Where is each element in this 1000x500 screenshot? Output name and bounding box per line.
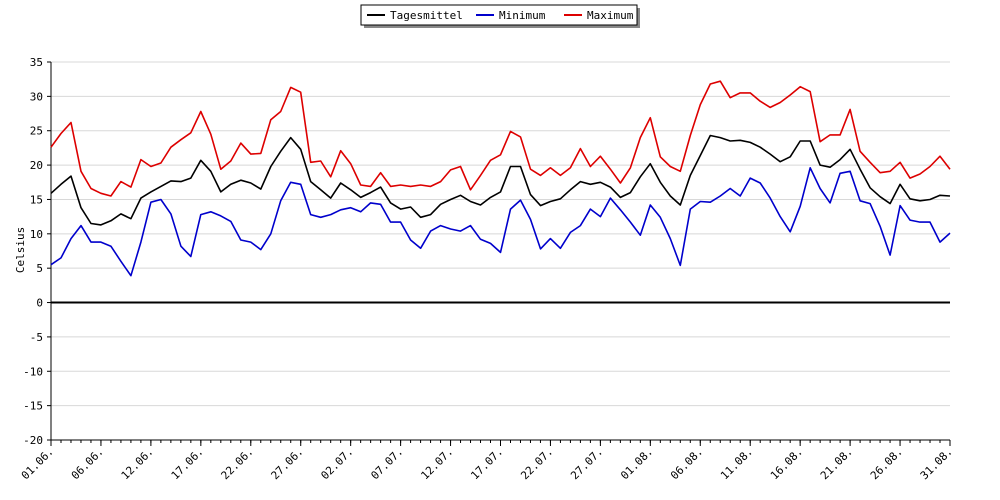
x-tick-label: 22.07. — [518, 445, 555, 482]
x-tick-label: 11.08. — [718, 445, 755, 482]
y-tick-label: -5 — [30, 331, 43, 344]
grid — [51, 61, 950, 441]
x-tick-label: 12.06. — [119, 445, 156, 482]
x-tick-label: 17.07. — [468, 445, 505, 482]
x-tick-label: 21.08. — [818, 445, 855, 482]
x-tick-label: 01.08. — [618, 445, 655, 482]
series-line-tagesmittel — [50, 134, 951, 226]
series-line-maximum — [50, 80, 951, 197]
x-tick-label: 26.08. — [868, 445, 905, 482]
y-tick-label: 20 — [30, 159, 43, 172]
x-tick-label: 12.07. — [418, 445, 455, 482]
x-axis: 01.06. 06.06. 12.06. 17.06. 22.06. 27.06. 02.0… — [19, 439, 955, 482]
x-tick-label: 06.08. — [668, 445, 705, 482]
x-tick-label: 22.06. — [219, 445, 256, 482]
y-tick-label: 10 — [30, 228, 43, 241]
y-axis-label: Celsius — [14, 227, 27, 273]
y-tick-label: -15 — [23, 400, 43, 413]
x-tick-label: 06.06. — [69, 445, 106, 482]
y-axis: 35 30 25 20 15 10 5 0 -5 -10 -15 -20 — [23, 56, 52, 447]
x-tick-label: 01.06. — [19, 445, 56, 482]
y-tick-label: 15 — [30, 193, 43, 206]
y-tick-label: -10 — [23, 365, 43, 378]
x-tick-label: 27.07. — [568, 445, 605, 482]
x-tick-label: 17.06. — [169, 445, 206, 482]
x-tick-label: 02.07. — [318, 445, 355, 482]
legend-label-maximum: Maximum — [587, 9, 634, 22]
legend-label-tagesmittel: Tagesmittel — [390, 9, 463, 22]
x-tick-label: 31.08. — [918, 445, 955, 482]
y-tick-label: 30 — [30, 90, 43, 103]
legend-label-minimum: Minimum — [499, 9, 546, 22]
series-line-minimum — [50, 167, 951, 277]
y-tick-label: 5 — [36, 262, 43, 275]
x-tick-label: 07.07. — [368, 445, 405, 482]
y-tick-label: 25 — [30, 125, 43, 138]
legend-box — [360, 4, 638, 26]
legend: Tagesmittel Minimum Maximum — [360, 4, 640, 28]
x-tick-label: 27.06. — [269, 445, 306, 482]
y-tick-label: 35 — [30, 56, 43, 69]
series-lines — [50, 80, 951, 277]
y-tick-label: 0 — [36, 297, 43, 310]
x-tick-label: 16.08. — [768, 445, 805, 482]
y-tick-label: -20 — [23, 434, 43, 447]
